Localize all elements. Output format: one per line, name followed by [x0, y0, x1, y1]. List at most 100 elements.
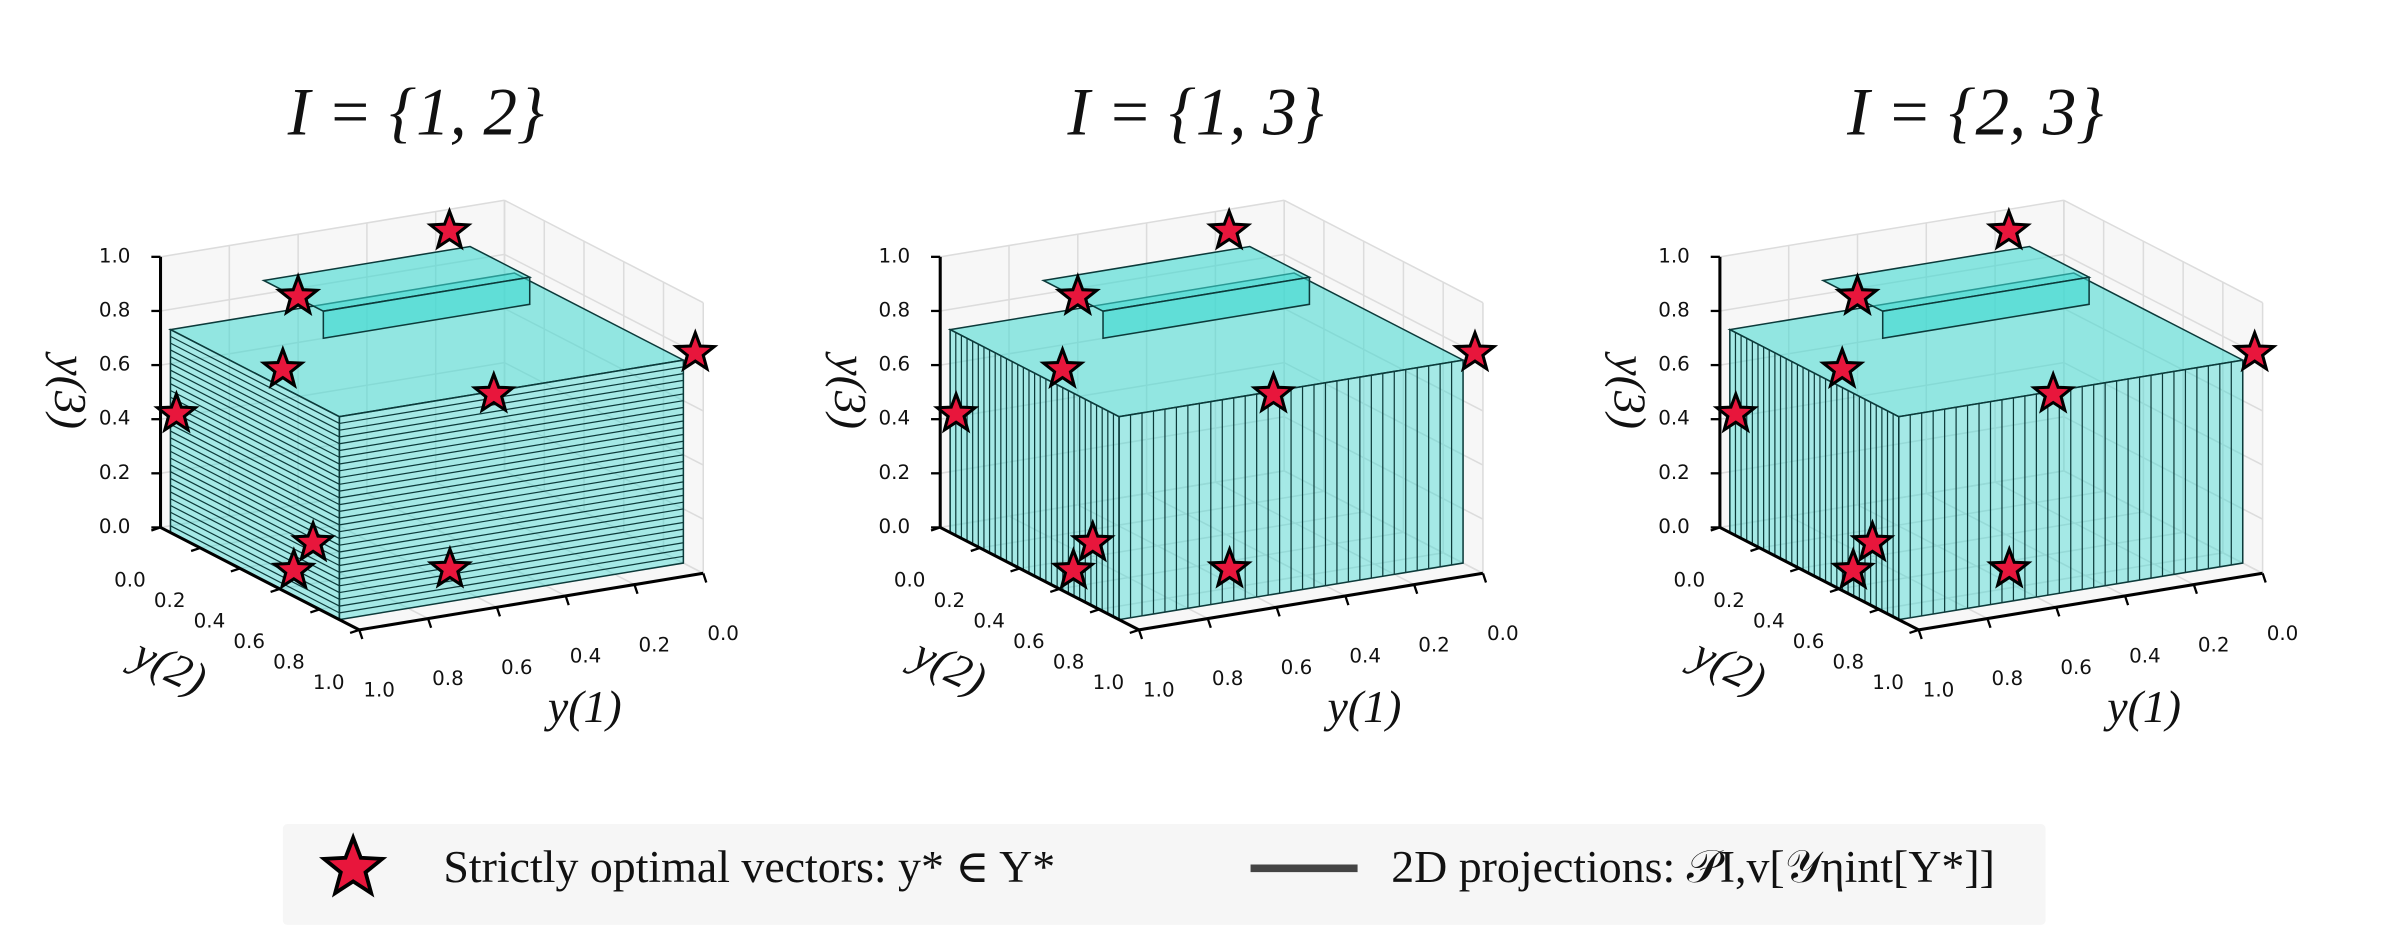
y-tick-label: 0.2 [1713, 589, 1745, 612]
tick-mark [1344, 595, 1350, 606]
contour-line [170, 498, 340, 587]
grid-line [1077, 504, 1277, 608]
grid-line [1719, 199, 2065, 258]
contour-line [339, 528, 684, 587]
y-tick-label: 0.4 [973, 609, 1005, 632]
z-tick-label: 0.4 [99, 407, 131, 430]
contour-line [170, 403, 340, 492]
x-tick-label: 0.4 [570, 645, 602, 668]
y-axis-label: y(2) [122, 625, 214, 704]
grid-line [1283, 416, 1484, 520]
x-tick-label: 1.0 [1143, 679, 1175, 702]
z-tick-label: 0.0 [879, 515, 911, 538]
contour-line [339, 447, 684, 506]
contour-line [339, 413, 684, 472]
y-axis [939, 526, 1140, 632]
contour-line [170, 349, 340, 438]
grid-line [1719, 470, 2065, 529]
star-point [932, 389, 980, 434]
y-tick-label: 1.0 [1872, 671, 1904, 694]
z-tick-label: 1.0 [879, 244, 911, 267]
projection-step [1102, 276, 1311, 340]
z-tick-label: 0.6 [879, 353, 911, 376]
contour-line [170, 362, 340, 452]
contour-line [339, 501, 684, 560]
subplot-title: I = {1, 3} [1066, 75, 1323, 150]
star-point [470, 369, 517, 414]
contour-line [339, 488, 684, 546]
contour-line [339, 433, 684, 492]
subplot: I = {1, 3} 0.0 0.2 0.4 0.6 0.8 1.0 0.0 0.2 0.4 0.6… [825, 75, 1519, 733]
z-axis-label: y(3) [825, 351, 876, 429]
y-tick-label: 0.8 [1833, 650, 1865, 673]
star-point [153, 389, 200, 434]
x-tick-label: 0.0 [707, 622, 739, 645]
contour-line [339, 427, 684, 485]
x-axis [1138, 571, 1484, 632]
grid-line [504, 253, 704, 358]
contour-line [170, 383, 340, 472]
y-tick-label: 0.8 [273, 650, 305, 673]
star-point [1834, 272, 1881, 316]
grid-line [1146, 492, 1346, 597]
z-tick-label: 1.0 [1658, 244, 1690, 267]
star-point [1050, 546, 1097, 590]
subplot-title: I = {2, 3} [1846, 75, 2103, 150]
grid-line [1878, 552, 2223, 611]
tick-mark [930, 526, 941, 532]
grid-line [1994, 481, 2195, 586]
y-axis-label: y(2) [902, 625, 994, 704]
y-tick-label: 0.6 [1013, 630, 1045, 653]
tick-mark [2192, 584, 2198, 595]
x-tick-label: 0.6 [2060, 656, 2092, 679]
y-tick-label: 0.4 [1753, 609, 1785, 632]
y-tick-label: 1.0 [1093, 671, 1125, 694]
star-point [1069, 518, 1116, 563]
tick-mark [1917, 629, 1923, 640]
contour-line [170, 342, 340, 431]
grid-line [1099, 552, 1444, 611]
contour-line [339, 481, 684, 540]
grid-line [1759, 490, 2104, 549]
z-tick-label: 0.2 [1658, 461, 1690, 484]
figure-content: Strictly optimal vectors: y* ∈ Y* 2D pro… [45, 75, 2298, 925]
x-tick-label: 1.0 [363, 679, 395, 702]
legend-box [282, 824, 2046, 925]
star-point [1206, 544, 1253, 589]
contour-line [170, 511, 340, 600]
tick-mark [702, 572, 708, 583]
contour-line [339, 386, 684, 445]
star-point [1039, 344, 1086, 389]
contour-line [170, 504, 340, 594]
contour-line [339, 508, 684, 567]
grid-line [1719, 415, 2065, 475]
x-tick-label: 0.2 [1418, 633, 1450, 656]
contour-line [170, 484, 340, 573]
star-point [1451, 328, 1499, 373]
subplot-title: I = {1, 2} [287, 75, 544, 150]
contour-line [170, 437, 340, 526]
x-tick-label: 0.8 [432, 667, 464, 690]
contour-line [170, 396, 340, 485]
contour-line [170, 410, 340, 499]
star-point [1830, 546, 1877, 590]
contour-line [339, 474, 684, 533]
z-tick-label: 0.0 [99, 515, 131, 538]
tick-mark [564, 595, 570, 606]
grid-line [2063, 199, 2263, 304]
z-axis-label: y(3) [1605, 351, 1656, 429]
x-tick-label: 0.0 [2267, 622, 2299, 645]
y-tick-label: 0.0 [1674, 568, 1706, 591]
tick-mark [2055, 606, 2061, 617]
grid-line [940, 470, 1285, 529]
tick-mark [495, 606, 502, 617]
star-point [1986, 544, 2033, 589]
star-point [426, 544, 474, 589]
z-tick-label: 0.8 [1658, 298, 1690, 321]
z-tick-label: 0.6 [99, 353, 131, 376]
contour-line [339, 366, 684, 425]
grid-line [504, 199, 704, 304]
contour-line [339, 393, 684, 452]
grid-line [1925, 492, 2126, 597]
legend-star-marker [319, 832, 388, 898]
